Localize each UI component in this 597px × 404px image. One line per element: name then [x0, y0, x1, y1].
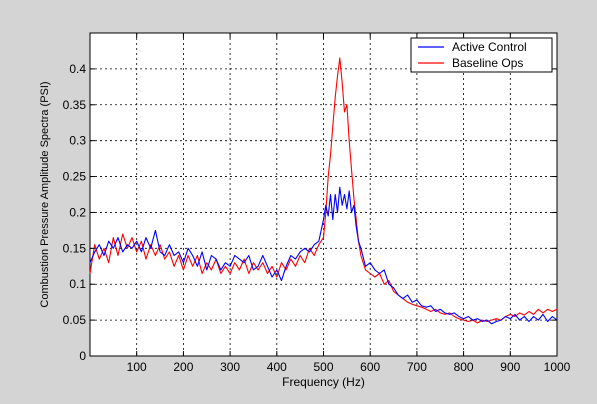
x-tick-label: 600: [360, 360, 380, 374]
x-tick-label: 800: [454, 360, 474, 374]
x-tick-label: 500: [313, 360, 333, 374]
x-tick-label: 1000: [544, 360, 571, 374]
legend-label-active-control: Active Control: [452, 40, 527, 54]
y-tick-label: 0.2: [69, 205, 86, 219]
y-tick-label: 0.4: [69, 62, 86, 76]
y-tick-labels: 0 0.05 0.1 0.15 0.2 0.25 0.3 0.35 0.4: [63, 62, 87, 363]
y-tick-label: 0.35: [63, 98, 87, 112]
x-tick-label: 100: [127, 360, 147, 374]
legend-box: [410, 37, 553, 73]
y-tick-label: 0.3: [69, 134, 86, 148]
y-tick-label: 0.25: [63, 170, 87, 184]
legend-label-baseline-ops: Baseline Ops: [452, 56, 523, 70]
x-tick-label: 300: [220, 360, 240, 374]
y-tick-label: 0.05: [63, 313, 87, 327]
series-lines: [89, 57, 558, 325]
x-tick-labels: 100 200 300 400 500 600 700 800 900 1000: [127, 360, 571, 374]
y-tick-label: 0: [79, 349, 86, 363]
y-tick-label: 0.15: [63, 241, 87, 255]
x-tick-label: 400: [267, 360, 287, 374]
legend: Active Control Baseline Ops: [410, 37, 553, 73]
series-line-active-control: [89, 186, 558, 325]
grid-lines: [90, 33, 557, 356]
x-tick-label: 200: [173, 360, 193, 374]
x-axis-label: Frequency (Hz): [282, 375, 365, 389]
y-tick-label: 0.1: [69, 277, 86, 291]
axis-ticks: [90, 33, 558, 357]
x-tick-label: 700: [407, 360, 427, 374]
y-axis-label: Combustion Pressure Amplitude Spectra (P…: [39, 81, 51, 307]
x-tick-label: 900: [500, 360, 520, 374]
